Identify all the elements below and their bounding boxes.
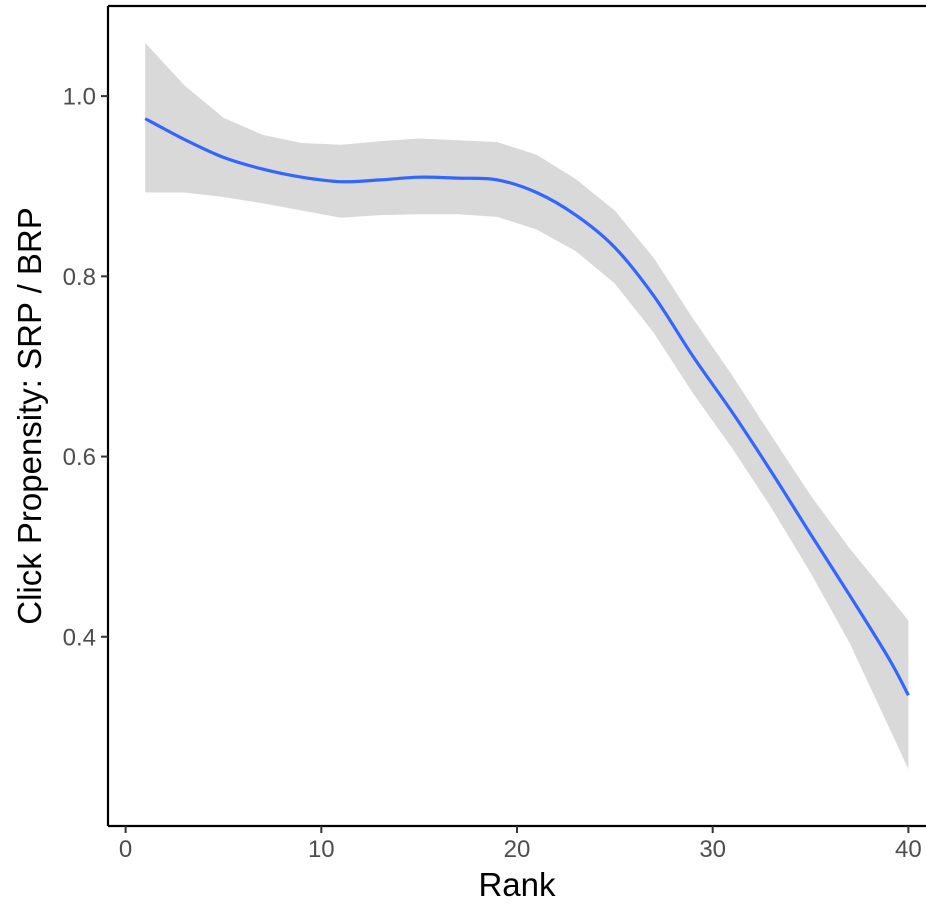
y-axis-ticks: 0.4 0.6 0.8 1.0 bbox=[63, 84, 108, 651]
plot-area bbox=[144, 42, 910, 770]
x-tick-label: 0 bbox=[119, 836, 132, 863]
x-axis-ticks: 0 10 20 30 40 bbox=[119, 826, 922, 863]
x-tick-label: 40 bbox=[895, 836, 922, 863]
x-axis-title: Rank bbox=[478, 866, 556, 903]
confidence-band bbox=[145, 42, 909, 770]
x-tick-label: 30 bbox=[699, 836, 726, 863]
x-tick-label: 10 bbox=[308, 836, 335, 863]
y-tick-label: 0.4 bbox=[63, 624, 96, 651]
y-tick-label: 0.8 bbox=[63, 264, 96, 291]
y-tick-label: 0.6 bbox=[63, 444, 96, 471]
x-tick-label: 20 bbox=[504, 836, 531, 863]
y-tick-label: 1.0 bbox=[63, 84, 96, 111]
fitted-line bbox=[144, 117, 910, 697]
y-axis-title: Click Propensity: SRP / BRP bbox=[11, 207, 48, 625]
